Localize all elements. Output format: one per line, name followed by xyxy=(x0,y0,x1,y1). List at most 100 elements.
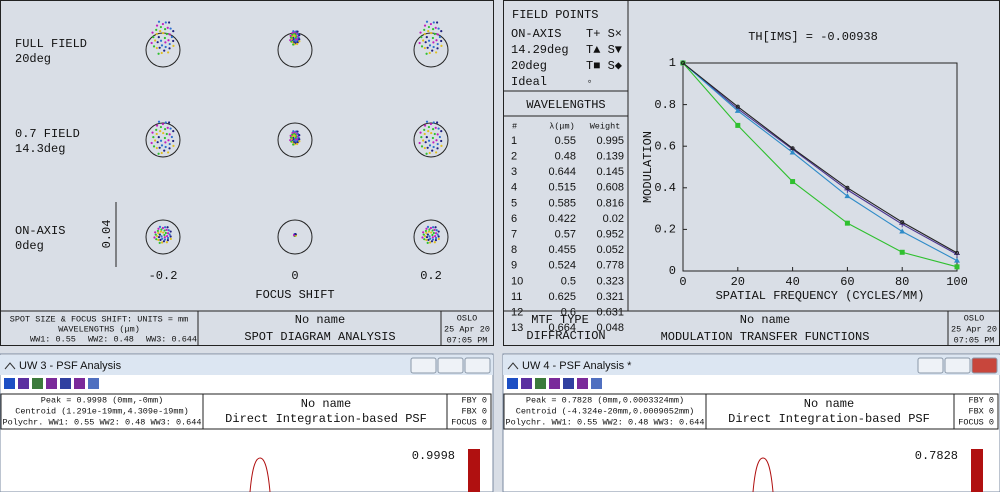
chart-title: TH[IMS] = -0.00938 xyxy=(748,30,878,44)
spot-dot xyxy=(434,126,437,129)
spot-dot xyxy=(432,41,435,44)
spot-dot xyxy=(424,229,428,233)
window-title: UW 3 - PSF Analysis xyxy=(19,360,122,372)
table-cell: 9 xyxy=(511,260,517,272)
spot-dot xyxy=(436,233,439,236)
spot-dot xyxy=(423,238,426,241)
toolbar-button[interactable] xyxy=(4,378,15,389)
spot-dot xyxy=(436,133,439,136)
spot-dot xyxy=(425,120,429,123)
table-header: λ(μm) xyxy=(549,121,575,131)
label: WAVELENGTHS (μm) xyxy=(58,324,140,334)
toolbar-button[interactable] xyxy=(591,378,602,389)
spot-dot xyxy=(437,230,440,233)
spot-dot xyxy=(436,42,439,46)
window-button[interactable] xyxy=(944,357,971,374)
spot-dot xyxy=(150,41,153,45)
spot-dot xyxy=(159,125,163,129)
spot-dot xyxy=(433,228,436,232)
spot-dot xyxy=(432,145,435,149)
toolbar-button[interactable] xyxy=(507,378,518,389)
x-tick-label: 40 xyxy=(785,275,799,289)
spot-dot xyxy=(437,237,440,241)
marker xyxy=(844,220,850,226)
spot-dot xyxy=(431,49,434,52)
legend-symbol: T▲ S▼ xyxy=(586,43,623,57)
toolbar-button[interactable] xyxy=(74,378,85,389)
spot-dot xyxy=(420,36,423,39)
toolbar-button[interactable] xyxy=(60,378,71,389)
spot-dot xyxy=(172,44,175,47)
spot-dot xyxy=(159,139,163,142)
spot-dot xyxy=(155,124,159,127)
spot-dot xyxy=(157,36,160,39)
spot-dot xyxy=(154,231,157,234)
spot-dot xyxy=(172,139,175,143)
spot-dot xyxy=(159,130,162,133)
spot-dot xyxy=(427,130,430,133)
toolbar-button[interactable] xyxy=(577,378,588,389)
spot-dot xyxy=(434,226,437,229)
spot-dot xyxy=(292,30,295,33)
toolbar-button[interactable] xyxy=(32,378,43,389)
spot-dot xyxy=(163,27,167,31)
spot-dot xyxy=(296,130,299,133)
spot-dot xyxy=(158,225,162,228)
label: Polychr. WW1: 0.55 WW2: 0.48 WW3: 0.644 xyxy=(3,417,202,427)
spot-dot xyxy=(155,235,159,238)
spot-dot xyxy=(420,45,424,48)
window-button[interactable] xyxy=(464,357,491,374)
spot-dot xyxy=(427,125,431,129)
table-cell: 4 xyxy=(511,182,517,194)
marker xyxy=(954,264,960,270)
toolbar-button[interactable] xyxy=(18,378,29,389)
label: No name xyxy=(295,313,345,327)
spot-dot xyxy=(160,144,164,147)
window-button[interactable] xyxy=(437,357,464,374)
label: Peak = 0.9998 (0mm,-0mm) xyxy=(41,395,163,405)
spot-dot xyxy=(165,132,168,136)
label: MTF TYPE xyxy=(531,313,589,327)
label: FBX 0 xyxy=(968,406,994,416)
table-header: # xyxy=(512,121,517,131)
spot-dot xyxy=(430,231,433,234)
spot-dot xyxy=(418,141,421,145)
spot-dot xyxy=(427,139,431,142)
y-axis-label: MODULATION xyxy=(641,131,655,203)
toolbar-button[interactable] xyxy=(46,378,57,389)
spot-dot xyxy=(164,145,167,149)
legend-symbol: T■ S◆ xyxy=(586,59,623,73)
label: FULL FIELD xyxy=(15,37,87,51)
spot-dot xyxy=(153,236,156,239)
spot-dot xyxy=(438,135,441,139)
spot-dot xyxy=(433,132,436,136)
window-button[interactable] xyxy=(971,357,998,374)
spot-dot xyxy=(155,24,159,27)
spot-dot xyxy=(150,141,153,145)
spot-dot xyxy=(163,136,166,140)
window-button[interactable] xyxy=(917,357,944,374)
spot-dot xyxy=(169,230,172,233)
toolbar-button[interactable] xyxy=(521,378,532,389)
label: WW3: 0.644 xyxy=(146,334,197,344)
y-tick-label: 0.6 xyxy=(654,139,676,153)
spot-diagram xyxy=(277,122,313,158)
table-cell: 0.422 xyxy=(548,213,576,225)
spot-dot xyxy=(298,40,301,43)
toolbar-button[interactable] xyxy=(549,378,560,389)
table-cell: 0.323 xyxy=(596,275,624,287)
table-cell: 7 xyxy=(511,229,517,241)
spot-dot xyxy=(418,41,421,45)
toolbar-button[interactable] xyxy=(563,378,574,389)
marker xyxy=(681,61,685,65)
toolbar-button[interactable] xyxy=(535,378,546,389)
label: 0 xyxy=(291,269,298,283)
toolbar-button[interactable] xyxy=(88,378,99,389)
table-cell: 0.816 xyxy=(596,197,624,209)
window-button[interactable] xyxy=(410,357,437,374)
table-cell: 0.631 xyxy=(596,307,624,319)
spot-dot xyxy=(169,127,172,130)
spot-dot xyxy=(297,36,300,39)
spot-dot xyxy=(425,136,428,139)
